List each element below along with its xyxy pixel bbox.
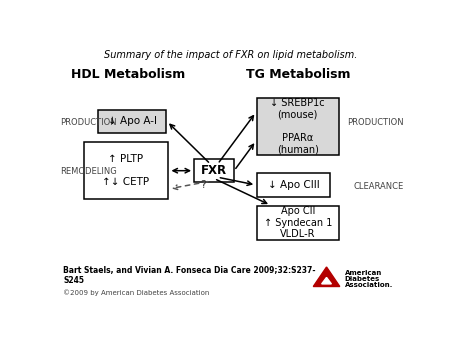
- Text: Summary of the impact of FXR on lipid metabolism.: Summary of the impact of FXR on lipid me…: [104, 50, 357, 60]
- Text: American: American: [345, 270, 382, 275]
- Text: TG Metabolism: TG Metabolism: [247, 68, 351, 81]
- Text: PRODUCTION: PRODUCTION: [346, 118, 403, 127]
- Text: HDL Metabolism: HDL Metabolism: [71, 68, 185, 81]
- Text: Association.: Association.: [345, 282, 393, 288]
- Text: ↓ Apo CIII: ↓ Apo CIII: [267, 180, 319, 190]
- FancyBboxPatch shape: [257, 206, 339, 240]
- Text: ↓ Apo A-I: ↓ Apo A-I: [108, 116, 157, 126]
- Text: FXR: FXR: [201, 164, 227, 177]
- Text: PRODUCTION: PRODUCTION: [60, 118, 117, 127]
- FancyBboxPatch shape: [98, 110, 166, 133]
- Text: Diabetes: Diabetes: [345, 275, 380, 282]
- Text: ?: ?: [200, 179, 206, 190]
- Text: Apo CII
↑ Syndecan 1
VLDL-R: Apo CII ↑ Syndecan 1 VLDL-R: [264, 206, 332, 239]
- FancyBboxPatch shape: [257, 173, 330, 197]
- Text: CLEARANCE: CLEARANCE: [353, 182, 403, 191]
- FancyBboxPatch shape: [84, 142, 168, 199]
- Polygon shape: [313, 267, 340, 287]
- Text: REMODELING: REMODELING: [60, 168, 117, 176]
- FancyBboxPatch shape: [194, 159, 234, 183]
- Text: ©2009 by American Diabetes Association: ©2009 by American Diabetes Association: [63, 289, 210, 296]
- Text: ↓ SREBP1c
(mouse)

PPARα
(human): ↓ SREBP1c (mouse) PPARα (human): [270, 98, 325, 155]
- Text: Bart Staels, and Vivian A. Fonseca Dia Care 2009;32:S237-
S245: Bart Staels, and Vivian A. Fonseca Dia C…: [63, 266, 316, 285]
- Text: ↑ PLTP

↑↓ CETP: ↑ PLTP ↑↓ CETP: [103, 154, 149, 187]
- FancyBboxPatch shape: [257, 98, 339, 155]
- Polygon shape: [322, 277, 331, 284]
